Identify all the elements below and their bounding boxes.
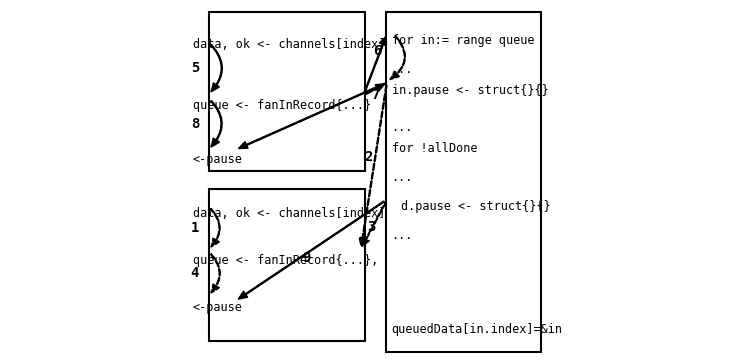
FancyArrowPatch shape [211, 254, 220, 293]
Text: ...: ... [391, 120, 413, 134]
Text: 2: 2 [364, 150, 373, 164]
Text: d.pause <- struct{}{}: d.pause <- struct{}{} [401, 200, 550, 213]
Text: 4: 4 [190, 266, 199, 280]
FancyArrowPatch shape [211, 209, 220, 247]
Text: ...: ... [391, 229, 413, 242]
Text: data, ok <- channels[index]: data, ok <- channels[index] [193, 207, 386, 220]
FancyArrowPatch shape [390, 36, 405, 79]
Text: for !allDone: for !allDone [391, 142, 477, 155]
Text: 9: 9 [303, 251, 311, 265]
Text: queue <- fanInRecord{...}: queue <- fanInRecord{...} [193, 99, 371, 112]
Text: ...: ... [391, 171, 413, 184]
Text: 8: 8 [191, 117, 200, 131]
Text: data, ok <- channels[index]: data, ok <- channels[index] [193, 37, 386, 51]
FancyArrowPatch shape [364, 36, 386, 93]
Text: <-pause: <-pause [193, 153, 243, 166]
Text: for in:= range queue: for in:= range queue [391, 34, 534, 47]
Text: 7: 7 [371, 88, 380, 102]
Text: 3: 3 [367, 220, 376, 234]
Text: in.pause <- struct{}{}: in.pause <- struct{}{} [391, 84, 548, 98]
FancyArrowPatch shape [211, 101, 222, 147]
Text: 5: 5 [191, 61, 200, 75]
Text: <-pause: <-pause [193, 301, 243, 314]
FancyArrowPatch shape [366, 84, 384, 94]
Text: queue <- fanInRecord{...},: queue <- fanInRecord{...}, [193, 254, 378, 267]
Text: 1: 1 [190, 221, 199, 235]
FancyArrowPatch shape [238, 201, 384, 299]
FancyArrowPatch shape [359, 85, 387, 246]
Text: queuedData[in.index]=&in: queuedData[in.index]=&in [391, 323, 563, 336]
FancyArrowPatch shape [239, 83, 384, 149]
Text: 6: 6 [373, 44, 381, 58]
Text: ...: ... [391, 63, 413, 76]
FancyArrowPatch shape [211, 45, 222, 91]
FancyArrowPatch shape [362, 202, 386, 246]
